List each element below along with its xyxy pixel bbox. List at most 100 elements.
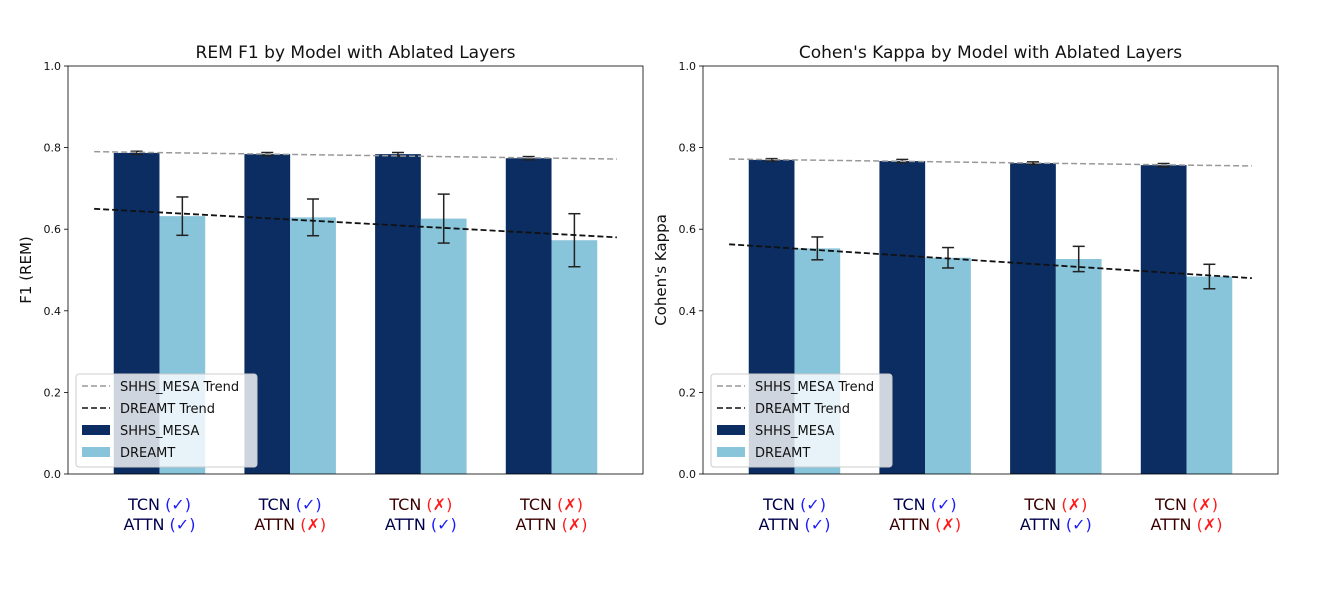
x-tick-label: TCN (✓) <box>762 495 826 514</box>
x-tick-label: ATTN (✓) <box>385 515 457 534</box>
x-tick-tcn-mark: (✓) <box>165 495 191 514</box>
bar-dreamt <box>1186 276 1233 474</box>
x-tick-attn-mark: (✗) <box>1197 515 1223 534</box>
x-tick-attn-mark: (✓) <box>431 515 457 534</box>
x-tick-label: ATTN (✓) <box>759 515 831 534</box>
x-tick-tcn-mark: (✗) <box>1061 495 1087 514</box>
x-tick-attn: ATTN <box>1020 515 1061 534</box>
x-tick-attn-mark: (✓) <box>170 515 196 534</box>
legend-label: SHHS_MESA Trend <box>120 380 239 395</box>
chart-title: Cohen's Kappa by Model with Ablated Laye… <box>799 43 1182 63</box>
y-tick-label: 0.0 <box>679 468 697 481</box>
chart-panel-1: Cohen's Kappa by Model with Ablated Laye… <box>652 43 1279 534</box>
x-tick-attn: ATTN <box>254 515 295 534</box>
y-axis-label: Cohen's Kappa <box>652 214 670 326</box>
bar-shhs_mesa <box>1010 163 1056 474</box>
x-tick-attn-mark: (✗) <box>562 515 588 534</box>
bar-dreamt <box>290 217 336 475</box>
bar-shhs_mesa <box>1140 165 1187 475</box>
y-tick-label: 0.4 <box>44 305 62 318</box>
x-tick-label: ATTN (✗) <box>516 515 588 534</box>
x-tick-label: TCN (✓) <box>893 495 957 514</box>
x-tick-attn: ATTN <box>759 515 800 534</box>
x-tick-tcn: TCN <box>893 495 926 514</box>
x-tick-label: ATTN (✗) <box>1151 515 1223 534</box>
x-tick-label: ATTN (✓) <box>124 515 196 534</box>
legend-label: SHHS_MESA Trend <box>755 380 874 395</box>
x-tick-tcn: TCN <box>1023 495 1056 514</box>
x-tick-label: TCN (✓) <box>258 495 322 514</box>
y-tick-label: 1.0 <box>44 60 62 73</box>
y-tick-label: 0.8 <box>679 142 697 155</box>
y-tick-label: 0.0 <box>44 468 62 481</box>
x-tick-attn-mark: (✓) <box>805 515 831 534</box>
x-tick-attn-mark: (✓) <box>1066 515 1092 534</box>
legend-label: DREAMT Trend <box>755 402 850 417</box>
y-tick-label: 0.2 <box>679 386 697 399</box>
legend-label: DREAMT <box>120 446 175 461</box>
y-tick-label: 0.2 <box>44 386 62 399</box>
bar-shhs_mesa <box>375 154 421 475</box>
error-bar <box>130 150 143 156</box>
x-tick-tcn-mark: (✓) <box>931 495 957 514</box>
x-tick-label: TCN (✗) <box>519 495 583 514</box>
x-tick-label: ATTN (✗) <box>254 515 326 534</box>
trend-line-1 <box>729 243 1252 280</box>
x-tick-attn-mark: (✗) <box>935 515 961 534</box>
legend-label: SHHS_MESA <box>755 424 834 439</box>
legend: SHHS_MESA Trend DREAMT Trend SHHS_MESA DREA… <box>75 373 258 468</box>
x-tick-label: TCN (✓) <box>127 495 191 514</box>
y-tick-label: 0.6 <box>679 223 697 236</box>
error-bar <box>765 157 778 162</box>
legend-bar-swatch <box>82 447 110 457</box>
x-tick-tcn-mark: (✓) <box>800 495 826 514</box>
x-tick-tcn: TCN <box>127 495 160 514</box>
chart-title: REM F1 by Model with Ablated Layers <box>196 43 516 63</box>
trend-line-0 <box>94 150 617 160</box>
x-tick-attn: ATTN <box>124 515 165 534</box>
x-tick-attn-mark: (✗) <box>300 515 326 534</box>
y-axis-label: F1 (REM) <box>17 236 35 304</box>
y-tick-label: 1.0 <box>679 60 697 73</box>
x-tick-label: TCN (✗) <box>1023 495 1087 514</box>
x-tick-attn: ATTN <box>889 515 930 534</box>
x-tick-attn: ATTN <box>516 515 557 534</box>
legend-box <box>710 373 893 468</box>
bar-dreamt <box>925 257 971 474</box>
bar-dreamt <box>420 218 467 474</box>
x-tick-label: ATTN (✗) <box>889 515 961 534</box>
trend-line-0 <box>729 158 1252 167</box>
error-bar <box>1072 245 1085 273</box>
legend-box <box>75 373 258 468</box>
legend-bar-swatch <box>717 425 745 435</box>
x-tick-label: ATTN (✓) <box>1020 515 1092 534</box>
y-tick-label: 0.8 <box>44 142 62 155</box>
x-tick-tcn: TCN <box>519 495 552 514</box>
legend-label: DREAMT Trend <box>120 402 215 417</box>
y-tick-label: 0.6 <box>44 223 62 236</box>
x-tick-label: TCN (✗) <box>1154 495 1218 514</box>
bar-shhs_mesa <box>505 158 552 474</box>
legend-bar-swatch <box>82 425 110 435</box>
error-bar <box>307 198 320 237</box>
x-tick-tcn: TCN <box>258 495 291 514</box>
bar-dreamt <box>1055 258 1102 474</box>
x-tick-tcn-mark: (✓) <box>296 495 322 514</box>
x-tick-attn: ATTN <box>1151 515 1192 534</box>
x-tick-tcn: TCN <box>1154 495 1187 514</box>
legend-label: DREAMT <box>755 446 810 461</box>
x-tick-tcn: TCN <box>762 495 795 514</box>
legend-bar-swatch <box>717 447 745 457</box>
x-tick-tcn-mark: (✗) <box>1192 495 1218 514</box>
x-tick-label: TCN (✗) <box>388 495 452 514</box>
plot-frame <box>702 65 1279 475</box>
x-tick-tcn-mark: (✗) <box>426 495 452 514</box>
legend: SHHS_MESA Trend DREAMT Trend SHHS_MESA DREA… <box>710 373 893 468</box>
x-tick-tcn: TCN <box>388 495 421 514</box>
error-bar <box>1203 263 1216 290</box>
x-tick-attn: ATTN <box>385 515 426 534</box>
bar-dreamt <box>551 240 598 474</box>
y-tick-label: 0.4 <box>679 305 697 318</box>
error-bar <box>811 236 824 261</box>
